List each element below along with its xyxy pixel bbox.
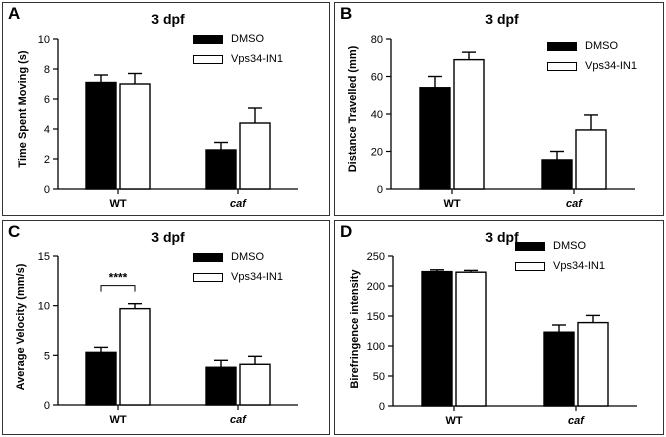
legend-item: Vps34-IN1 bbox=[193, 267, 283, 287]
legend-label: Vps34-IN1 bbox=[553, 260, 605, 272]
legend-item: Vps34-IN1 bbox=[193, 49, 283, 69]
panel-letter: B bbox=[340, 4, 353, 23]
legend-swatch bbox=[193, 272, 223, 282]
bar-dmso-caf bbox=[205, 149, 237, 190]
bar-vps34-in1-caf bbox=[577, 321, 609, 407]
legend: DMSO Vps34-IN1 bbox=[193, 247, 283, 287]
chart-svg: 0 20 40 60 80 WT caf bbox=[371, 34, 635, 210]
y-tick-label: 200 bbox=[367, 281, 385, 293]
y-tick-label: 40 bbox=[371, 109, 383, 121]
bar-dmso-caf bbox=[205, 366, 237, 406]
y-tick-label: 2 bbox=[44, 154, 50, 166]
y-tick-label: 60 bbox=[371, 72, 383, 84]
bar-vps34-in1-wt bbox=[119, 307, 151, 406]
legend: DMSO Vps34-IN1 bbox=[515, 236, 605, 276]
x-tick-label: WT bbox=[109, 198, 126, 210]
bar-dmso-wt bbox=[419, 87, 451, 190]
x-tick-label: WT bbox=[109, 414, 126, 426]
y-tick-label: 5 bbox=[44, 350, 50, 362]
y-tick-label: 8 bbox=[44, 64, 50, 76]
legend-swatch bbox=[547, 61, 577, 71]
y-tick-label: 0 bbox=[379, 401, 385, 413]
y-axis-label: Birefringence intensity bbox=[349, 269, 361, 389]
significance-bracket bbox=[100, 285, 136, 292]
legend-item: Vps34-IN1 bbox=[547, 56, 637, 76]
y-tick-label: 80 bbox=[371, 34, 383, 46]
y-tick-label: 50 bbox=[373, 371, 385, 383]
panel-letter: C bbox=[8, 222, 21, 241]
chart-title: 3 dpf bbox=[151, 11, 185, 27]
legend-item: DMSO bbox=[547, 36, 637, 56]
y-tick-label: 150 bbox=[367, 311, 385, 323]
bar-dmso-wt bbox=[85, 81, 117, 190]
legend-item: Vps34-IN1 bbox=[515, 256, 605, 276]
bar-vps34-in1-caf bbox=[575, 129, 607, 190]
y-tick-label: 10 bbox=[38, 301, 50, 313]
y-tick-label: 100 bbox=[367, 341, 385, 353]
y-axis-label: Average Velocity (mm/s) bbox=[15, 263, 27, 391]
bar-vps34-in1-wt bbox=[455, 271, 487, 407]
y-tick-label: 15 bbox=[38, 251, 50, 263]
chart-svg: 0 2 4 6 8 10 WT caf bbox=[38, 34, 298, 210]
panel-letter: A bbox=[8, 4, 21, 23]
y-tick-label: 20 bbox=[371, 147, 383, 159]
bar-vps34-in1-caf bbox=[239, 363, 271, 406]
chart-panel-b: 0 20 40 60 80 WT caf B 3 dpf Distance Travelle… bbox=[334, 2, 664, 216]
chart-title: 3 dpf bbox=[485, 11, 519, 27]
chart-svg: 0 5 10 15 WT **** caf bbox=[38, 251, 298, 426]
y-tick-label: 6 bbox=[44, 94, 50, 106]
x-tick-label: WT bbox=[443, 198, 460, 210]
x-tick-label: caf bbox=[230, 198, 247, 210]
y-tick-label: 0 bbox=[377, 184, 383, 196]
legend: DMSO Vps34-IN1 bbox=[547, 36, 637, 76]
y-axis-label: Distance Travelled (mm) bbox=[347, 45, 359, 173]
legend-label: DMSO bbox=[585, 40, 618, 52]
legend-swatch bbox=[193, 252, 223, 262]
y-tick-label: 0 bbox=[44, 184, 50, 196]
legend-swatch bbox=[193, 34, 223, 44]
bar-vps34-in1-caf bbox=[239, 122, 271, 190]
legend-label: Vps34-IN1 bbox=[231, 53, 283, 65]
chart-svg: 0 50 100 150 200 250 WT caf bbox=[367, 251, 637, 427]
bar-dmso-caf bbox=[541, 159, 573, 190]
x-tick-label: caf bbox=[568, 415, 585, 427]
y-tick-label: 0 bbox=[44, 400, 50, 412]
bar-dmso-caf bbox=[543, 331, 575, 407]
x-tick-label: caf bbox=[230, 414, 247, 426]
legend-item: DMSO bbox=[515, 236, 605, 256]
legend-item: DMSO bbox=[193, 247, 283, 267]
legend-label: Vps34-IN1 bbox=[585, 60, 637, 72]
legend-label: DMSO bbox=[231, 251, 264, 263]
legend-swatch bbox=[193, 54, 223, 64]
chart-title: 3 dpf bbox=[151, 229, 185, 245]
y-tick-label: 4 bbox=[44, 124, 50, 136]
panel-letter: D bbox=[340, 222, 353, 241]
x-tick-label: caf bbox=[566, 198, 583, 210]
bar-vps34-in1-wt bbox=[119, 83, 151, 190]
legend-label: DMSO bbox=[231, 33, 264, 45]
y-tick-label: 10 bbox=[38, 34, 50, 46]
x-tick-label: WT bbox=[445, 415, 462, 427]
bar-dmso-wt bbox=[85, 351, 117, 406]
chart-title: 3 dpf bbox=[485, 229, 519, 245]
legend-label: Vps34-IN1 bbox=[231, 271, 283, 283]
chart-panel-c: 0 5 10 15 WT **** caf C 3 dpf Average Velocity… bbox=[2, 220, 330, 435]
legend-swatch bbox=[515, 261, 545, 271]
bar-vps34-in1-wt bbox=[453, 58, 485, 190]
significance-label: **** bbox=[109, 271, 128, 285]
y-tick-label: 250 bbox=[367, 251, 385, 263]
legend-label: DMSO bbox=[553, 240, 586, 252]
legend-item: DMSO bbox=[193, 29, 283, 49]
legend-swatch bbox=[515, 241, 545, 251]
bar-dmso-wt bbox=[421, 270, 453, 407]
chart-panel-a: 0 2 4 6 8 10 WT caf A 3 dpf Time Spent Moving (… bbox=[2, 2, 330, 216]
y-axis-label: Time Spent Moving (s) bbox=[17, 50, 29, 168]
chart-panel-d: 0 50 100 150 200 250 WT caf D 3 dpf Birefringen… bbox=[334, 220, 664, 435]
legend: DMSO Vps34-IN1 bbox=[193, 29, 283, 69]
legend-swatch bbox=[547, 41, 577, 51]
